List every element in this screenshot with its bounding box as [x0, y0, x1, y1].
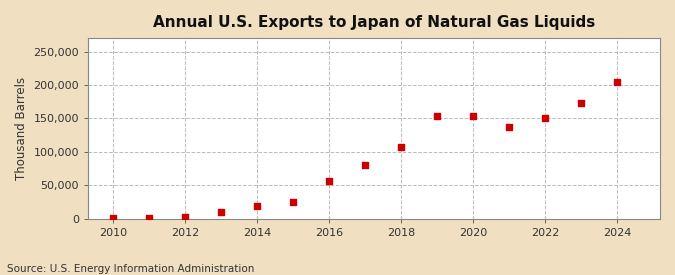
- Point: [396, 145, 406, 150]
- Point: [504, 124, 514, 129]
- Point: [180, 215, 191, 219]
- Point: [468, 114, 479, 119]
- Y-axis label: Thousand Barrels: Thousand Barrels: [15, 77, 28, 180]
- Point: [431, 114, 442, 119]
- Title: Annual U.S. Exports to Japan of Natural Gas Liquids: Annual U.S. Exports to Japan of Natural …: [153, 15, 595, 30]
- Point: [252, 204, 263, 208]
- Text: Source: U.S. Energy Information Administration: Source: U.S. Energy Information Administ…: [7, 264, 254, 274]
- Point: [576, 101, 587, 105]
- Point: [539, 116, 550, 121]
- Point: [144, 215, 155, 220]
- Point: [216, 209, 227, 214]
- Point: [612, 80, 622, 84]
- Point: [288, 200, 298, 204]
- Point: [324, 179, 335, 184]
- Point: [360, 163, 371, 167]
- Point: [108, 216, 119, 221]
